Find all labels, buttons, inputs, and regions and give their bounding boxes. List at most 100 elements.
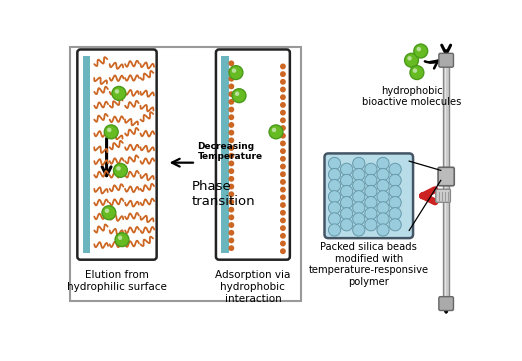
Circle shape <box>229 191 234 197</box>
FancyBboxPatch shape <box>77 49 157 260</box>
Circle shape <box>280 64 286 69</box>
Circle shape <box>377 191 389 203</box>
Circle shape <box>340 219 353 231</box>
Circle shape <box>229 230 234 236</box>
Circle shape <box>377 213 389 225</box>
Circle shape <box>389 219 401 231</box>
Bar <box>445 64 446 300</box>
Circle shape <box>280 171 286 177</box>
Bar <box>444 64 449 300</box>
Circle shape <box>229 145 234 151</box>
Text: Elution from
hydrophilic surface: Elution from hydrophilic surface <box>67 270 167 292</box>
Circle shape <box>107 128 112 132</box>
Circle shape <box>116 166 121 171</box>
Circle shape <box>353 213 365 225</box>
Circle shape <box>328 224 341 236</box>
Circle shape <box>229 214 234 220</box>
Circle shape <box>280 94 286 100</box>
Circle shape <box>389 174 401 187</box>
Circle shape <box>328 179 341 192</box>
Circle shape <box>280 248 286 254</box>
Circle shape <box>280 233 286 239</box>
Circle shape <box>353 191 365 203</box>
Circle shape <box>280 87 286 92</box>
Text: Phase
transition: Phase transition <box>191 180 255 208</box>
Circle shape <box>280 125 286 131</box>
Circle shape <box>105 209 109 213</box>
Circle shape <box>407 56 412 61</box>
Text: Decreasing
Temperature: Decreasing Temperature <box>197 142 263 161</box>
Circle shape <box>353 169 365 180</box>
Circle shape <box>340 186 353 197</box>
Circle shape <box>229 130 234 136</box>
Circle shape <box>229 83 234 90</box>
Circle shape <box>232 89 246 103</box>
Circle shape <box>389 196 401 209</box>
Circle shape <box>280 240 286 247</box>
Circle shape <box>365 163 377 175</box>
Circle shape <box>229 66 243 79</box>
Circle shape <box>280 133 286 139</box>
Circle shape <box>410 66 424 79</box>
Circle shape <box>405 53 419 67</box>
Circle shape <box>280 164 286 169</box>
Circle shape <box>389 163 401 175</box>
Circle shape <box>280 187 286 192</box>
Circle shape <box>229 114 234 120</box>
Circle shape <box>280 110 286 116</box>
Circle shape <box>280 117 286 123</box>
Circle shape <box>112 86 126 100</box>
Circle shape <box>414 44 428 58</box>
Circle shape <box>118 235 122 240</box>
Circle shape <box>340 208 353 220</box>
Circle shape <box>377 224 389 236</box>
Circle shape <box>280 194 286 200</box>
Circle shape <box>280 202 286 208</box>
Circle shape <box>389 208 401 220</box>
Circle shape <box>365 196 377 209</box>
Circle shape <box>115 233 129 247</box>
Circle shape <box>377 202 389 214</box>
Circle shape <box>417 47 421 51</box>
Circle shape <box>272 128 276 132</box>
Circle shape <box>377 169 389 180</box>
Circle shape <box>353 202 365 214</box>
Bar <box>70 47 301 301</box>
Circle shape <box>229 60 234 66</box>
Circle shape <box>229 153 234 159</box>
FancyBboxPatch shape <box>439 297 454 310</box>
Circle shape <box>229 222 234 228</box>
Circle shape <box>235 92 239 96</box>
Circle shape <box>229 245 234 251</box>
Circle shape <box>280 140 286 146</box>
Circle shape <box>365 208 377 220</box>
Circle shape <box>229 207 234 213</box>
Circle shape <box>353 224 365 236</box>
Circle shape <box>269 125 283 139</box>
Circle shape <box>229 199 234 205</box>
Circle shape <box>280 217 286 223</box>
Circle shape <box>229 122 234 128</box>
Circle shape <box>377 179 389 192</box>
Circle shape <box>340 174 353 187</box>
Circle shape <box>328 157 341 170</box>
Circle shape <box>229 138 234 143</box>
Circle shape <box>280 148 286 154</box>
Circle shape <box>328 213 341 225</box>
Circle shape <box>280 79 286 85</box>
Circle shape <box>280 225 286 231</box>
Circle shape <box>102 206 116 219</box>
Circle shape <box>229 68 234 74</box>
Circle shape <box>328 169 341 180</box>
Circle shape <box>229 176 234 182</box>
FancyBboxPatch shape <box>438 167 454 186</box>
Circle shape <box>104 125 118 139</box>
Bar <box>82 56 90 253</box>
Circle shape <box>377 157 389 170</box>
Circle shape <box>280 156 286 162</box>
Circle shape <box>232 69 236 73</box>
Bar <box>221 56 229 253</box>
Circle shape <box>365 219 377 231</box>
Circle shape <box>280 71 286 77</box>
Text: Adsorption via
hydrophobic
interaction: Adsorption via hydrophobic interaction <box>215 270 291 304</box>
